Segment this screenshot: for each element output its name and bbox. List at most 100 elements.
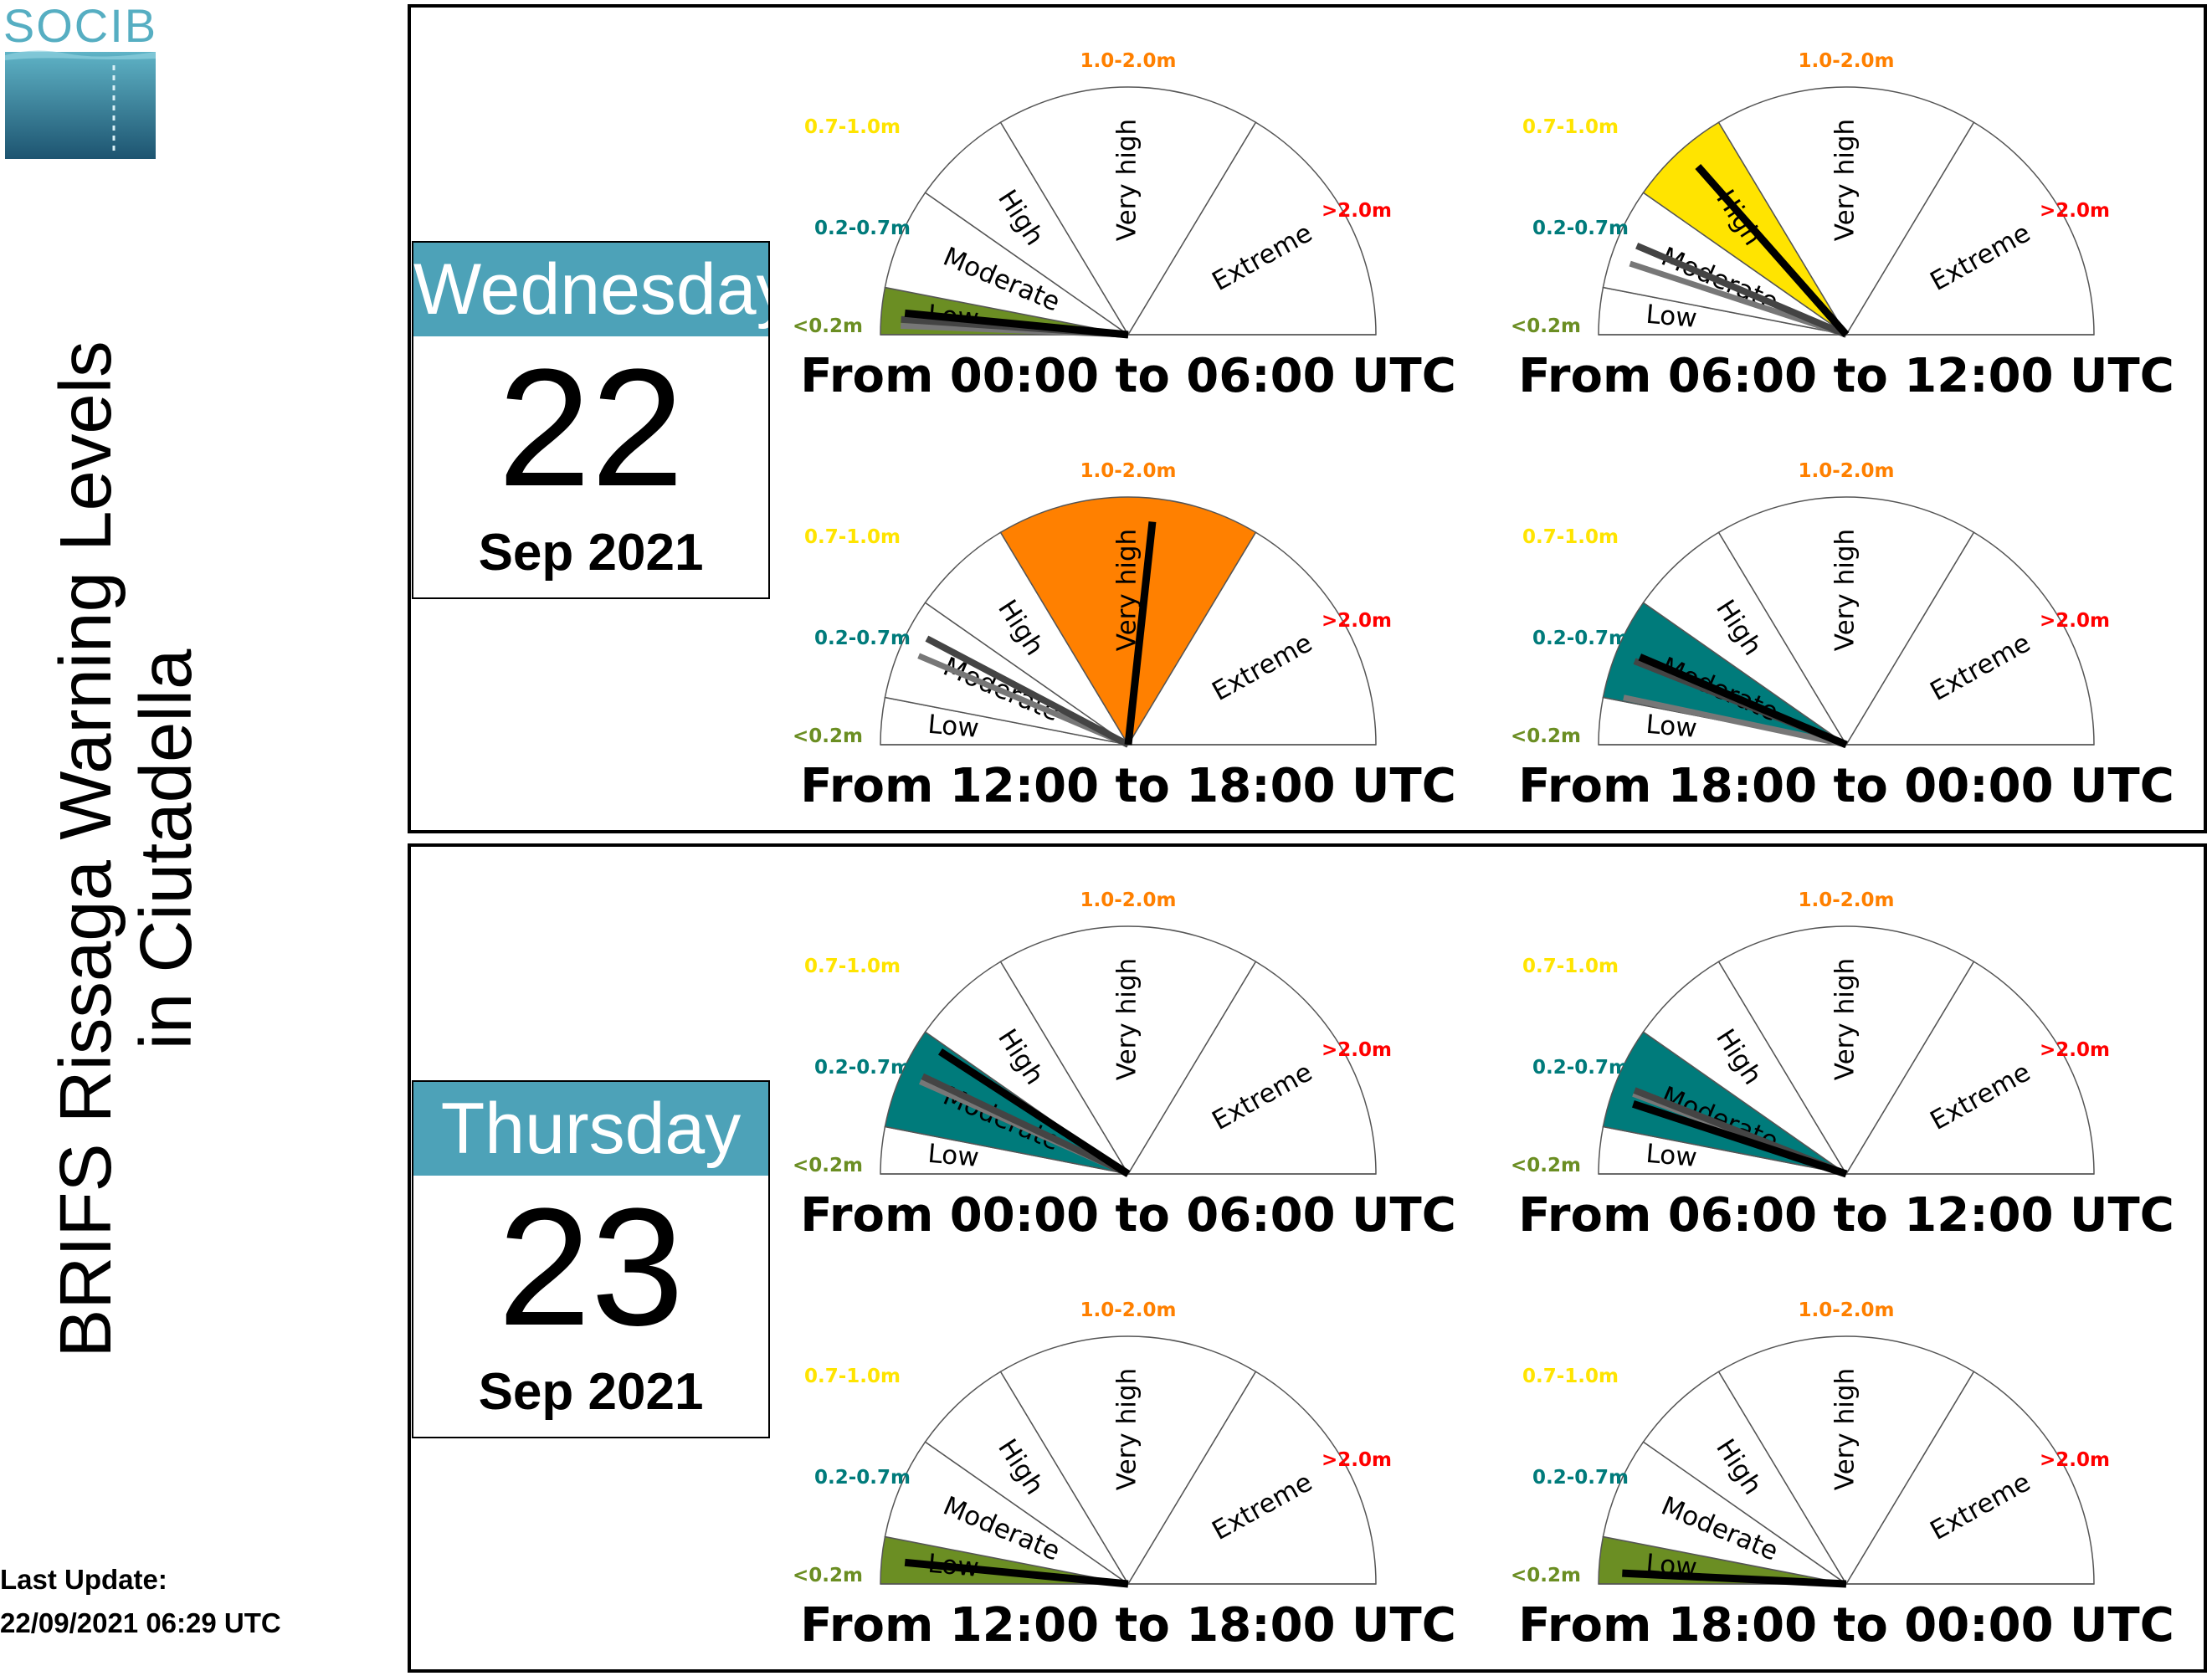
- gauge-range-label: >2.0m: [2040, 200, 2110, 222]
- gauge-period-label: From 18:00 to 00:00 UTC: [1518, 759, 2174, 813]
- gauge-sector-moderate: [1602, 602, 1847, 746]
- gauge-sector-moderate: [1602, 1031, 1847, 1175]
- gauge-needle-secondary: [1635, 243, 1848, 338]
- gauge-range-label: 1.0-2.0m: [1080, 1299, 1177, 1321]
- gauge-category-label: Very high: [1112, 958, 1142, 1080]
- gauge-category-label: Very high: [1830, 119, 1860, 241]
- last-update-value: 22/09/2021 06:29 UTC: [0, 1607, 281, 1638]
- gauge-sector-high: [1642, 1371, 1847, 1585]
- gauge-sector-extreme: [1127, 121, 1377, 336]
- gauge-needle-secondary: [921, 1073, 1130, 1177]
- gauge-sector-high: [1642, 531, 1847, 746]
- gauge-sector-very-high: [999, 86, 1257, 336]
- gauge-period-label: From 06:00 to 12:00 UTC: [1518, 1188, 2174, 1243]
- gauge-sector-extreme: [1845, 531, 2095, 746]
- gauge-range-label: 0.7-1.0m: [1522, 956, 1619, 977]
- gauge-range-label: <0.2m: [793, 315, 863, 337]
- gauge-needle-secondary: [1623, 694, 1847, 748]
- gauge-category-label: Low: [1645, 710, 1698, 744]
- gauge-sector-extreme: [1127, 961, 1377, 1175]
- socib-logo: SOCIB: [0, 0, 159, 161]
- date-card: Thursday 23 Sep 2021: [412, 1080, 770, 1438]
- gauge-needle-main: [1622, 1569, 1847, 1588]
- gauge-sector-very-high: [999, 496, 1257, 746]
- gauge-sector-moderate: [884, 192, 1129, 336]
- gauge-period-label: From 00:00 to 06:00 UTC: [800, 1188, 1456, 1243]
- gauge-category-label: Low: [926, 710, 980, 744]
- gauge-range-label: 1.0-2.0m: [1080, 50, 1177, 72]
- gauge-sector-high: [924, 531, 1129, 746]
- gauge-needle-main: [904, 1558, 1129, 1588]
- gauge-category-label: Very high: [1830, 529, 1860, 651]
- gauge-range-label: 0.2-0.7m: [1532, 1057, 1629, 1079]
- gauge-range-label: <0.2m: [1511, 315, 1581, 337]
- date-card-day: 22: [497, 335, 685, 521]
- gauge-range-label: <0.2m: [1511, 1565, 1581, 1586]
- gauge-needle-main: [1632, 1100, 1848, 1178]
- gauge-range-label: >2.0m: [1322, 1449, 1392, 1471]
- gauge-sector-high: [924, 121, 1129, 336]
- gauge-sector-moderate: [1602, 192, 1847, 336]
- gauge-period-label: From 18:00 to 00:00 UTC: [1518, 1598, 2174, 1653]
- gauge-range-label: >2.0m: [2040, 1449, 2110, 1471]
- gauge-sector-moderate: [884, 1441, 1129, 1585]
- gauge-sector-moderate: [1602, 1441, 1847, 1585]
- gauge-range-label: <0.2m: [1511, 725, 1581, 747]
- gauge-range-label: 1.0-2.0m: [1799, 889, 1895, 911]
- date-card-weekday: Wednesday: [413, 243, 768, 336]
- last-update-label: Last Update:: [0, 1564, 167, 1595]
- page-title-line-1: BRIFS Rissaga Warning Levels: [45, 341, 126, 1358]
- gauge-needle-main: [1124, 521, 1157, 746]
- date-card-month-year: Sep 2021: [478, 1363, 704, 1421]
- gauge-sector-very-high: [999, 925, 1257, 1176]
- gauge-category-label: Very high: [1112, 1368, 1142, 1490]
- logo-text: SOCIB: [3, 0, 157, 52]
- gauge-category-label: Low: [926, 1139, 980, 1173]
- day-panel-wednesday: Wednesday 22 Sep 2021 LowModerateHighVer…: [408, 4, 2207, 833]
- date-card-weekday: Thursday: [413, 1082, 768, 1176]
- page-title-line-2: in Ciutadella: [126, 648, 207, 1050]
- gauge-period-label: From 06:00 to 12:00 UTC: [1518, 349, 2174, 403]
- gauge-needle-main: [1638, 653, 1848, 749]
- gauge-needle-secondary: [925, 635, 1130, 748]
- gauge-range-label: 0.2-0.7m: [1532, 628, 1629, 649]
- gauge-range-label: 0.2-0.7m: [814, 1467, 911, 1489]
- gauge-range-label: >2.0m: [1322, 1039, 1392, 1061]
- gauge-range-label: 0.7-1.0m: [1522, 526, 1619, 548]
- gauge-sector-very-high: [1717, 925, 1975, 1176]
- gauge-category-label: Low: [1645, 300, 1698, 334]
- gauge-range-label: 1.0-2.0m: [1799, 50, 1895, 72]
- day-panel-thursday: Thursday 23 Sep 2021 LowModerateHighVery…: [408, 843, 2207, 1673]
- gauge-sector-very-high: [999, 1335, 1257, 1586]
- gauge-needle-main: [1695, 163, 1850, 337]
- gauge-range-label: 1.0-2.0m: [1080, 889, 1177, 911]
- gauge-sector-very-high: [1717, 496, 1975, 746]
- gauge-sector-extreme: [1845, 1371, 2095, 1585]
- date-card-month-year: Sep 2021: [478, 524, 704, 582]
- gauge-period-label: From 00:00 to 06:00 UTC: [800, 349, 1456, 403]
- page-title: BRIFS Rissaga Warning Levels in Ciutadel…: [45, 272, 207, 1427]
- gauge-sector-very-high: [1717, 86, 1975, 336]
- gauge-range-label: 0.2-0.7m: [814, 1057, 911, 1079]
- gauge-category-label: Low: [1645, 1139, 1698, 1173]
- date-card-day: 23: [497, 1174, 685, 1361]
- gauge-sector-extreme: [1845, 121, 2095, 336]
- gauge-range-label: 0.2-0.7m: [1532, 218, 1629, 239]
- gauge-sector-extreme: [1127, 1371, 1377, 1585]
- gauge-range-label: 0.7-1.0m: [804, 526, 901, 548]
- gauge-range-label: 0.2-0.7m: [814, 628, 911, 649]
- gauge-sector-high: [924, 1371, 1129, 1585]
- gauge-range-label: <0.2m: [793, 1565, 863, 1586]
- gauge-sector-extreme: [1127, 531, 1377, 746]
- gauge-category-label: Very high: [1112, 119, 1142, 241]
- gauge-range-label: <0.2m: [793, 725, 863, 747]
- last-update: Last Update: 22/09/2021 06:29 UTC: [0, 1558, 281, 1645]
- gauge-range-label: 1.0-2.0m: [1080, 460, 1177, 482]
